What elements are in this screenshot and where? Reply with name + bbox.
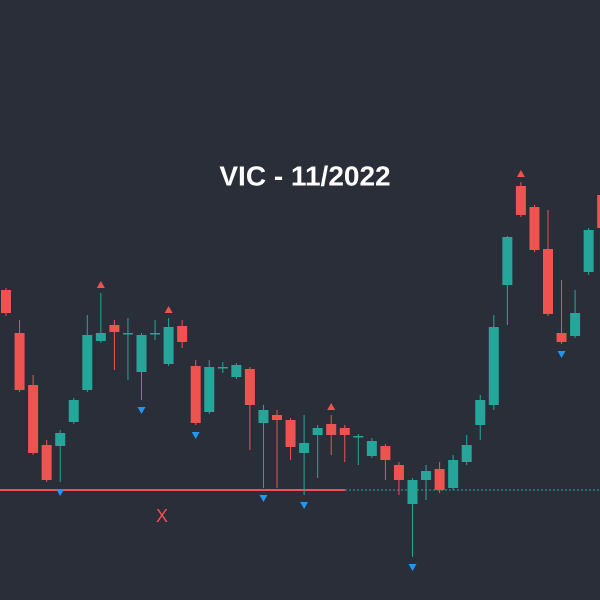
candle-body <box>68 400 79 422</box>
signal-down <box>56 489 65 496</box>
signal-up <box>327 403 336 410</box>
candle-body <box>583 230 594 272</box>
candle-body <box>570 313 581 336</box>
candle-body <box>204 367 215 412</box>
candle-body <box>461 445 472 462</box>
candle-body <box>502 237 513 285</box>
candle-body <box>244 369 255 405</box>
candle-body <box>272 415 282 420</box>
candle-body <box>231 365 242 377</box>
candle-body <box>95 333 106 341</box>
candle-body <box>285 420 296 447</box>
candle-body <box>556 333 567 342</box>
candle-body <box>407 480 418 504</box>
candle-body <box>475 400 486 425</box>
candle-body <box>150 333 161 335</box>
chart-title: VIC - 11/2022 <box>219 160 390 191</box>
candle-body <box>28 385 39 453</box>
signal-down <box>300 502 309 509</box>
candle-body <box>448 460 459 488</box>
candle-body <box>299 443 310 453</box>
candle-body <box>190 366 201 423</box>
candle-body <box>109 325 120 332</box>
candle-body <box>366 441 377 456</box>
candle-body <box>122 333 133 335</box>
candle-body <box>488 327 499 405</box>
signal-down <box>191 432 200 439</box>
signal-down <box>408 564 417 571</box>
candle-body <box>1 290 11 313</box>
candle-body <box>339 428 350 435</box>
signal-up <box>516 170 525 177</box>
candle-body <box>312 428 323 435</box>
candle-body <box>14 333 25 390</box>
plot-area <box>0 170 600 571</box>
signal-down <box>259 495 268 502</box>
signal-up <box>164 306 173 313</box>
candle-body <box>393 465 404 480</box>
signal-down <box>137 407 146 414</box>
candle-body <box>163 327 174 364</box>
candle-body <box>529 207 540 250</box>
candle-body <box>258 410 269 423</box>
candle-body <box>55 433 66 446</box>
signal-down <box>557 351 566 358</box>
annotation: X <box>156 506 168 526</box>
candle-body <box>434 469 445 490</box>
candle-body <box>41 445 52 480</box>
candle-body <box>543 249 553 314</box>
candle-body <box>421 471 432 480</box>
candle-body <box>353 436 364 438</box>
candle-body <box>82 335 93 390</box>
candle-body <box>326 424 337 435</box>
candle-body <box>515 186 526 215</box>
candle-body <box>380 446 391 460</box>
candle-body <box>136 335 147 372</box>
signal-up <box>96 281 105 288</box>
candle-body <box>597 195 600 228</box>
candle-body <box>177 326 188 342</box>
candle-body <box>217 367 228 369</box>
